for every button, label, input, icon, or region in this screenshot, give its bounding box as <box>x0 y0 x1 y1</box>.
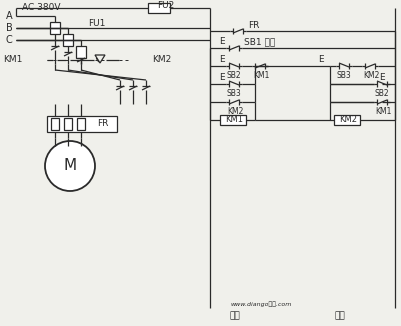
Text: www.diango电气.com: www.diango电气.com <box>229 301 291 307</box>
Text: SB3: SB3 <box>336 70 351 80</box>
Bar <box>76 46 86 58</box>
Bar <box>63 34 73 46</box>
Text: KM1: KM1 <box>252 70 269 80</box>
Text: SB2: SB2 <box>374 88 389 97</box>
Text: FR: FR <box>247 21 259 29</box>
Text: KM2: KM2 <box>362 70 379 80</box>
Bar <box>148 3 170 13</box>
Bar <box>50 22 60 34</box>
Text: AC 380V: AC 380V <box>22 4 60 12</box>
Bar <box>77 118 85 130</box>
Bar <box>64 118 72 130</box>
Bar <box>219 115 245 125</box>
Text: 正转: 正转 <box>229 312 240 320</box>
Text: E: E <box>219 37 224 46</box>
Text: B: B <box>6 23 13 33</box>
Text: E: E <box>378 72 384 82</box>
Text: KM1: KM1 <box>374 107 391 115</box>
Text: E: E <box>219 54 224 64</box>
Text: KM1: KM1 <box>225 115 242 125</box>
Text: A: A <box>6 11 12 21</box>
Bar <box>51 118 59 130</box>
Circle shape <box>45 141 95 191</box>
Text: SB2: SB2 <box>227 70 241 80</box>
Text: M: M <box>63 158 76 173</box>
Text: SB1 停车: SB1 停车 <box>243 37 275 47</box>
Text: KM2: KM2 <box>338 115 356 125</box>
Text: 反转: 反转 <box>334 312 344 320</box>
Bar <box>47 116 117 132</box>
Text: FR: FR <box>97 120 108 128</box>
Text: E: E <box>318 54 323 64</box>
Text: KM1: KM1 <box>3 55 22 65</box>
Text: E: E <box>219 72 224 82</box>
Text: FU2: FU2 <box>157 1 174 9</box>
Text: KM2: KM2 <box>227 107 243 115</box>
Bar <box>333 115 359 125</box>
Text: C: C <box>6 35 13 45</box>
Text: SB3: SB3 <box>227 88 241 97</box>
Text: KM2: KM2 <box>152 55 171 65</box>
Text: FU1: FU1 <box>88 20 105 28</box>
